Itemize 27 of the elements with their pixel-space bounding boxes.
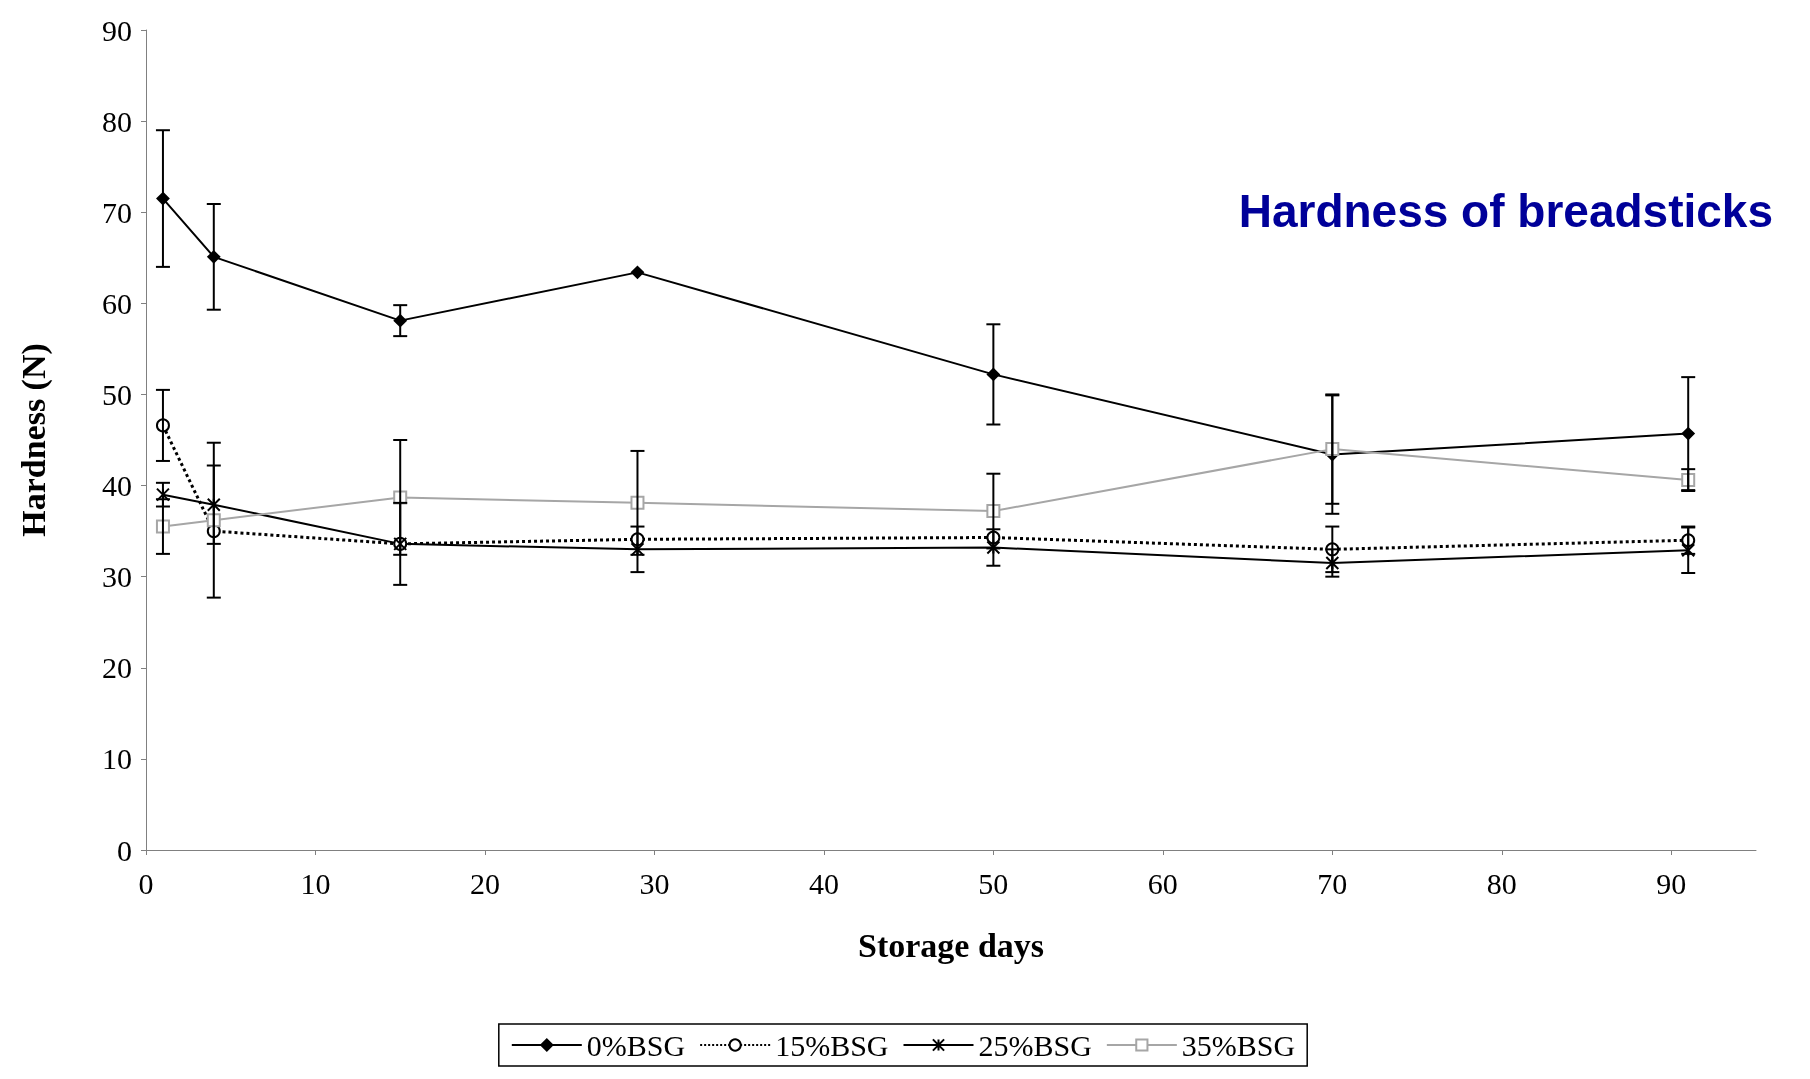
x-tick-label: 80 [1486,866,1517,900]
y-tick-label: 60 [102,286,132,320]
x-tick-label: 0 [138,866,154,900]
y-tick-label: 80 [102,104,132,138]
y-tick-label: 20 [102,651,132,685]
x-tick-label: 40 [808,866,839,900]
legend-label: 25%BSG [978,1028,1092,1062]
y-tick-label: 40 [102,469,132,503]
x-tick-label: 90 [1656,866,1687,900]
legend-label: 0%BSG [586,1028,686,1062]
y-tick-label: 70 [102,195,132,229]
y-axis-title: Hardness (N) [14,343,53,537]
x-tick-label: 20 [469,866,500,900]
y-tick-label: 90 [102,13,132,47]
x-tick-label: 50 [978,866,1009,900]
x-axis-title: Storage days [857,926,1045,964]
y-tick-label: 10 [102,742,132,776]
x-tick-label: 60 [1147,866,1178,900]
y-tick-label: 50 [102,377,132,411]
x-tick-label: 70 [1317,866,1348,900]
y-tick-label: 30 [102,560,132,594]
x-tick-label: 10 [300,866,331,900]
text: Hardness of breadsticks [1238,185,1773,237]
x-tick-label: 30 [639,866,670,900]
legend-label: 35%BSG [1181,1028,1296,1062]
legend-label: 15%BSG [775,1028,889,1062]
y-tick-label: 0 [117,833,132,867]
